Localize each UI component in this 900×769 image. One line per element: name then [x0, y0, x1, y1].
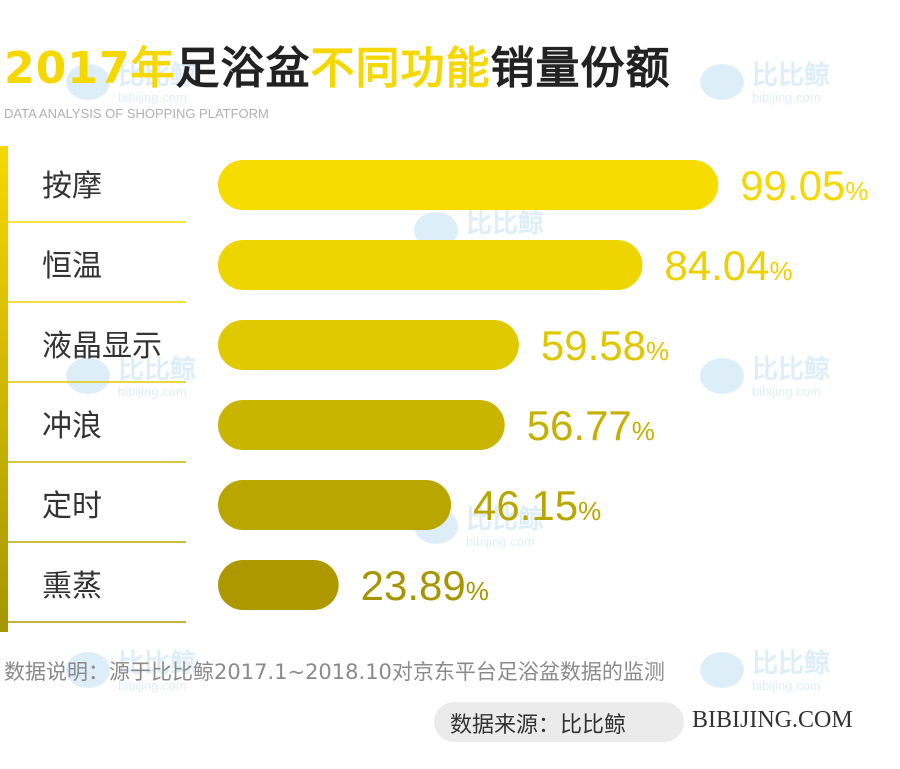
bar: [218, 160, 719, 210]
bar: [218, 240, 643, 290]
bar: [218, 560, 339, 610]
source-label: 数据来源：比比鲸: [450, 713, 627, 738]
value-number: 59.58: [541, 322, 646, 369]
title-metric: 销量份额: [490, 43, 671, 94]
category-side-bar: [0, 146, 8, 632]
category-label: 液晶显示: [42, 329, 162, 364]
value-number: 56.77: [527, 402, 632, 449]
whale-icon: [700, 64, 744, 100]
bar: [218, 320, 519, 370]
whale-icon: [66, 64, 110, 100]
source-site[interactable]: BIBIJING.COM: [692, 707, 853, 733]
title-highlight: 不同功能: [310, 43, 491, 94]
category-label: 熏蒸: [42, 569, 102, 604]
value-label: 46.15%: [473, 482, 601, 529]
chart-subtitle: DATA ANALYSIS OF SHOPPING PLATFORM: [4, 106, 269, 121]
title-year: 2017年: [4, 43, 176, 94]
bar: [218, 400, 505, 450]
title-product: 足浴盆: [175, 43, 311, 94]
value-unit: %: [845, 176, 868, 206]
value-label: 99.05%: [740, 162, 868, 209]
whale-icon: [700, 652, 744, 688]
value-label: 23.89%: [361, 562, 489, 609]
data-note: 数据说明：源于比比鲸2017.1~2018.10对京东平台足浴盆数据的监测: [4, 660, 665, 684]
value-label: 59.58%: [541, 322, 669, 369]
value-unit: %: [466, 576, 489, 606]
category-label: 冲浪: [42, 409, 102, 444]
value-number: 84.04: [664, 242, 769, 289]
source-pill: [434, 702, 684, 742]
bar-chart: 按摩 99.05% 恒温 84.04% 液晶显示 59.58% 冲浪 56.77% 定时 46.1…: [0, 146, 868, 632]
category-label: 恒温: [42, 249, 102, 284]
chart-title: 2017年足浴盆不同功能销量份额: [4, 32, 670, 96]
value-unit: %: [632, 416, 655, 446]
value-number: 46.15: [473, 482, 578, 529]
value-label: 56.77%: [527, 402, 655, 449]
bar: [218, 480, 452, 530]
whale-icon: [700, 358, 744, 394]
whale-icon: [66, 652, 110, 688]
whale-icon: [66, 358, 110, 394]
value-unit: %: [646, 336, 669, 366]
category-label: 定时: [42, 489, 102, 524]
value-unit: %: [578, 496, 601, 526]
value-number: 99.05: [740, 162, 845, 209]
value-unit: %: [770, 256, 793, 286]
category-label: 按摩: [42, 169, 102, 204]
value-label: 84.04%: [664, 242, 792, 289]
value-number: 23.89: [361, 562, 466, 609]
